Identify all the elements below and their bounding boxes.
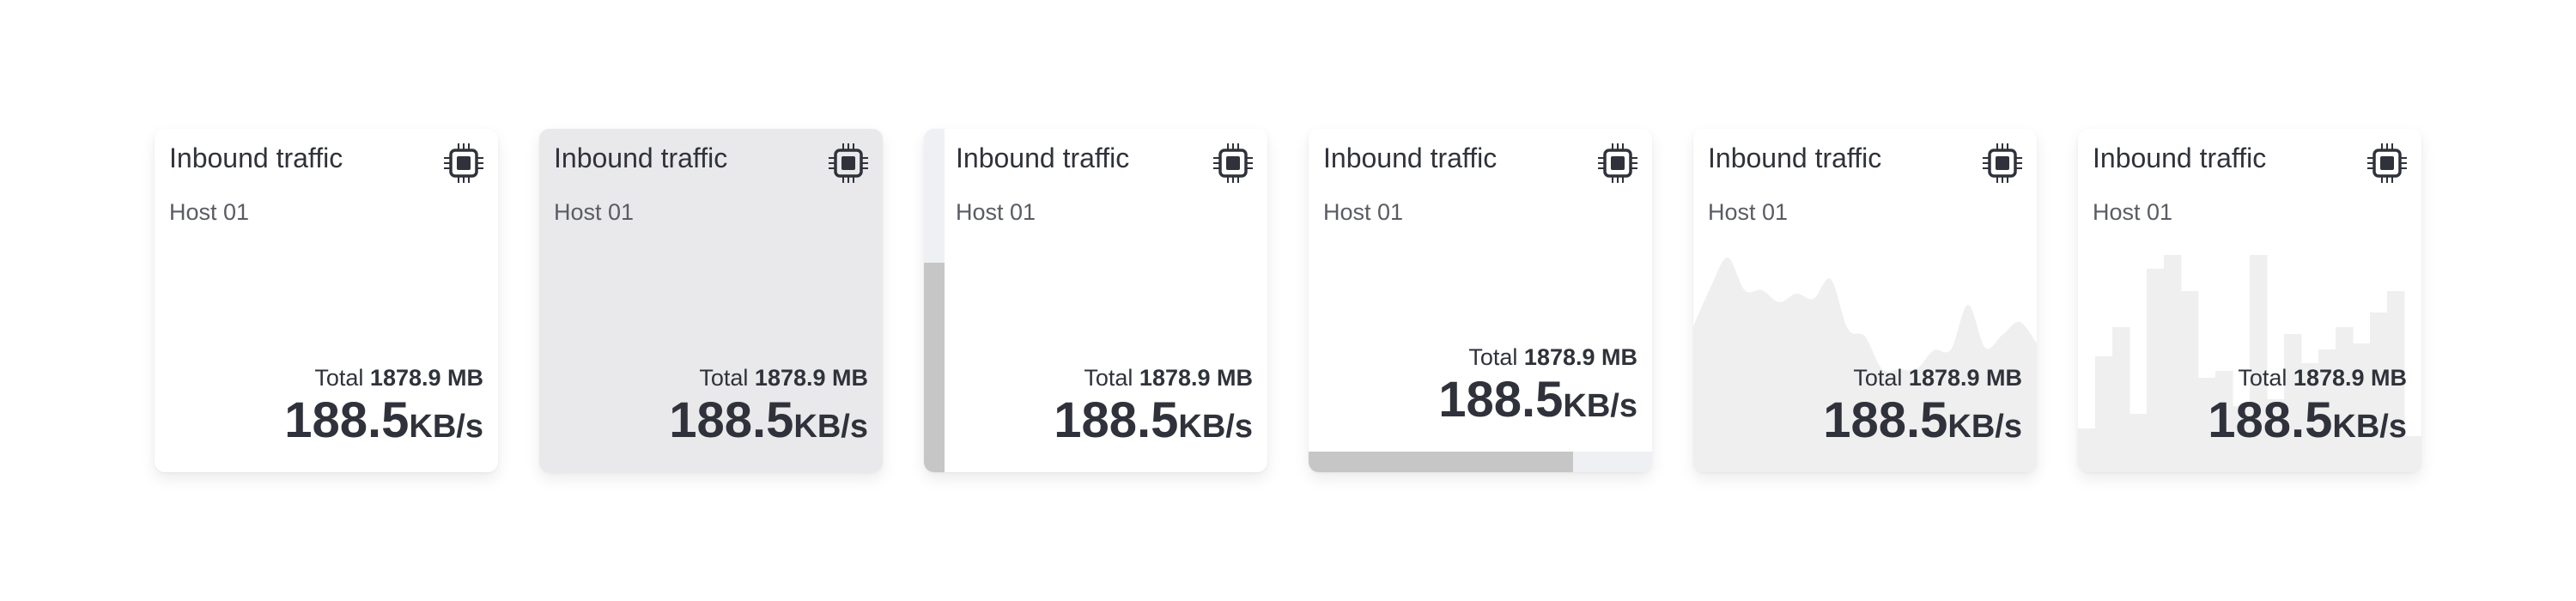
total-line: Total 1878.9 MB [284,363,483,392]
host-label: Host 01 [554,199,635,225]
sparkline-bar [2095,356,2113,472]
total-line: Total 1878.9 MB [669,363,868,392]
sparkline-bar [2267,399,2285,472]
total-value: 1878.9 MB [1523,344,1637,370]
sparkline-bar [2215,371,2233,472]
rate-value: 188.5 [2208,392,2333,448]
rate-unit: KB/s [1947,409,2022,445]
sparkline-bar [2370,313,2388,472]
host-label: Host 01 [956,199,1036,225]
metric-values: Total 1878.9 MB 188.5KB/s [669,363,868,455]
host-label: Host 01 [2093,199,2173,225]
total-label: Total [699,365,749,391]
total-value: 1878.9 MB [1139,365,1253,391]
card-title: Inbound traffic [554,143,728,173]
sparkline-bar [2301,363,2319,472]
card-title: Inbound traffic [1708,143,1882,173]
sparkline-bar [2078,428,2096,472]
cpu-icon [1597,143,1638,184]
rate-unit: KB/s [1563,388,1637,424]
rate: 188.5KB/s [284,392,483,455]
progress-fill [924,263,945,472]
metric-values: Total 1878.9 MB 188.5KB/s [1438,343,1637,434]
sparkline-bar [2353,343,2371,472]
metric-values: Total 1878.9 MB 188.5KB/s [1054,363,1253,455]
sparkline-bar [2233,406,2251,472]
cpu-icon [1212,143,1254,184]
sparkline-bar [2318,349,2336,472]
sparkline-bar [2198,378,2216,472]
total-label: Total [2238,365,2287,391]
sparkline-bar [2404,436,2421,472]
rate: 188.5KB/s [1438,372,1637,434]
card-title: Inbound traffic [169,143,343,173]
traffic-card-plain[interactable]: Inbound traffic Host 01 Total 1878.9 MB 188… [155,129,498,472]
rate: 188.5KB/s [2208,392,2407,455]
traffic-card-area-sparkline[interactable]: Inbound traffic Host 01 Total 1878.9 MB 188… [1693,129,2037,472]
host-label: Host 01 [1708,199,1789,225]
progress-fill [1309,452,1573,472]
total-value: 1878.9 MB [1908,365,2022,391]
cpu-icon [828,143,869,184]
sparkline-bar [2250,255,2268,472]
total-label: Total [1084,365,1133,391]
card-title: Inbound traffic [956,143,1130,173]
rate-unit: KB/s [2332,409,2407,445]
area-sparkline [1693,257,2037,472]
total-label: Total [1468,344,1518,370]
sparkline-bar [2112,327,2130,472]
traffic-card-horizontal-progress[interactable]: Inbound traffic Host 01 Total 1878.9 MB 188… [1309,129,1652,472]
total-value: 1878.9 MB [2293,365,2407,391]
metric-values: Total 1878.9 MB 188.5KB/s [284,363,483,455]
rate: 188.5KB/s [669,392,868,455]
total-value: 1878.9 MB [369,365,483,391]
total-label: Total [314,365,364,391]
total-line: Total 1878.9 MB [1054,363,1253,392]
total-value: 1878.9 MB [754,365,868,391]
rate: 188.5KB/s [1823,392,2022,455]
rate-value: 188.5 [669,392,794,448]
sparkline-bar [2387,291,2405,472]
sparkline-bar [2284,334,2302,472]
total-line: Total 1878.9 MB [1438,343,1637,372]
rate-value: 188.5 [1054,392,1179,448]
rate: 188.5KB/s [1054,392,1253,455]
cpu-icon [2366,143,2408,184]
rate-value: 188.5 [284,392,410,448]
total-line: Total 1878.9 MB [1823,363,2022,392]
sparkline-bar [2129,414,2148,472]
total-label: Total [1853,365,1903,391]
sparkline-bar [2147,269,2165,472]
bar-sparkline [2078,255,2421,472]
sparkline-area [1693,257,2037,472]
traffic-card-bar-sparkline[interactable]: Inbound traffic Host 01 Total 1878.9 MB 188… [2078,129,2421,472]
sparkline-bar [2164,255,2182,472]
rate-value: 188.5 [1823,392,1948,448]
host-label: Host 01 [169,199,250,225]
cpu-icon [443,143,484,184]
rate-unit: KB/s [409,409,483,445]
rate-value: 188.5 [1438,372,1564,428]
card-title: Inbound traffic [1323,143,1498,173]
metric-values: Total 1878.9 MB 188.5KB/s [2208,363,2407,455]
sparkline-bar [2181,291,2199,472]
metric-values: Total 1878.9 MB 188.5KB/s [1823,363,2022,455]
rate-unit: KB/s [793,409,868,445]
rate-unit: KB/s [1178,409,1253,445]
traffic-card-vertical-progress[interactable]: Inbound traffic Host 01 Total 1878.9 MB 188… [924,129,1267,472]
host-label: Host 01 [1323,199,1404,225]
traffic-card-gray[interactable]: Inbound traffic Host 01 Total 1878.9 MB 188… [539,129,883,472]
cpu-icon [1982,143,2023,184]
total-line: Total 1878.9 MB [2208,363,2407,392]
card-title: Inbound traffic [2093,143,2267,173]
sparkline-bar [2336,327,2354,472]
